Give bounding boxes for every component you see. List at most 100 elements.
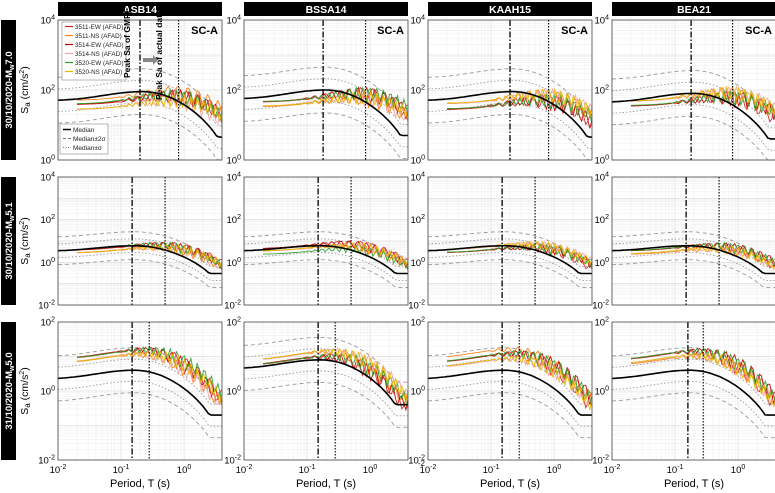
x-tick-label: 10-2 — [604, 464, 621, 476]
median-plus-sigma-line — [611, 358, 775, 405]
y-tick-label: 100 — [595, 155, 610, 167]
y-tick-label: 104 — [41, 172, 56, 184]
median-minus-sigma-line — [243, 370, 408, 417]
subplot-r2-bea21: 10-2 100 102 104 — [592, 172, 775, 312]
median-plus-sigma-line — [57, 358, 222, 405]
median-plus-2sigma-line — [427, 68, 592, 115]
record-line-3520-ns-afad- — [262, 242, 409, 267]
median-minus-2sigma-line — [427, 114, 592, 161]
row-label-bar — [1, 20, 16, 160]
subplot-r3-bssa14: 10-2 100 102 10-2 10-1 100 Period, T (s) — [224, 317, 409, 490]
grid — [611, 322, 775, 461]
stray-tick-label: -2 — [418, 459, 426, 468]
y-tick-label: 100 — [227, 155, 242, 167]
median-line — [57, 369, 222, 416]
median-line — [427, 244, 592, 275]
y-tick-label: 100 — [595, 257, 610, 269]
record-line-3520-ew-afad- — [447, 243, 593, 270]
median-minus-sigma-line — [57, 380, 222, 427]
grid — [57, 177, 223, 306]
row-label-text: 31/10/2020-Mw5.0 — [4, 352, 16, 429]
column-header-bar — [244, 2, 408, 16]
plot-frame — [57, 19, 223, 161]
y-tick-label: 102 — [227, 317, 242, 329]
site-class-label: SC-A — [561, 25, 588, 37]
y-tick-label: 102 — [411, 317, 426, 329]
column-title: BSSA14 — [306, 4, 347, 16]
subplot-r3-asb14: 10-2 100 102 10-2 10-1 100 Period, T (s) — [38, 317, 223, 490]
median-line — [243, 244, 408, 275]
plot-frame — [611, 321, 775, 461]
y-tick-label: 100 — [411, 386, 426, 398]
record-line-3520-ns-afad- — [262, 347, 409, 403]
row-label-3: 31/10/2020-Mw5.0 — [1, 322, 16, 460]
plot-frame — [611, 176, 775, 306]
median-plus-2sigma-line — [611, 70, 775, 117]
legend-records: 3511-EW (AFAD) 3511-NS (AFAD) 3514-EW (AFA… — [61, 21, 127, 81]
y-tick-label: 10-2 — [224, 300, 241, 312]
median-minus-2sigma-line — [611, 115, 775, 161]
column-header-bar — [612, 2, 775, 16]
y-tick-label: 10-2 — [592, 455, 609, 467]
record-line-3514-ns-afad- — [631, 245, 775, 268]
legend-label: 3514-EW (AFAD) — [75, 42, 124, 49]
x-tick-label: 10-1 — [113, 464, 130, 476]
y-tick-label: 10-2 — [408, 455, 425, 467]
y-tick-label: 104 — [41, 15, 56, 27]
x-tick-label: 10-2 — [50, 464, 67, 476]
column-title: KAAH15 — [489, 4, 531, 16]
x-axis-label: Period, T (s) — [296, 478, 356, 490]
record-line-3514-ns-afad- — [446, 354, 593, 407]
y-tick-label: 100 — [41, 257, 56, 269]
annotation-peak-actual: Peak Sa of actual data — [154, 10, 164, 100]
y-tick-label: 100 — [227, 386, 242, 398]
legend-label: Median — [73, 127, 95, 134]
y-tick-label: 10-2 — [224, 455, 241, 467]
column-header-bar — [428, 2, 592, 16]
median-line — [243, 358, 408, 406]
row-label-text: 30/10/2020-Mw7.0 — [4, 51, 16, 128]
median-minus-2sigma-line — [57, 114, 222, 161]
subplot-r2-asb14: 10-2 100 102 104 — [38, 172, 223, 312]
y-tick-label: 102 — [41, 85, 56, 97]
x-axis-label: Period, T (s) — [664, 478, 724, 490]
x-tick-label: 100 — [547, 464, 562, 476]
row-label-bar — [1, 322, 16, 460]
median-minus-sigma-line — [611, 380, 775, 427]
subplot-r3-kaah15: 10-2 100 102 10-2 10-1 100 Period, T (s) — [408, 317, 593, 490]
median-line — [611, 92, 775, 140]
y-tick-label: 102 — [595, 85, 610, 97]
y-tick-label: 100 — [595, 386, 610, 398]
y-tick-label: 10-2 — [408, 300, 425, 312]
legend-label: 3514-NS (AFAD) — [75, 51, 122, 58]
plot-frame — [57, 321, 223, 461]
median-minus-sigma-line — [427, 380, 592, 427]
plot-frame — [243, 176, 409, 306]
subplot-r1-kaah15: 100 102 104 SC-A — [411, 15, 593, 167]
legend-label: 3520-EW (AFAD) — [75, 60, 124, 67]
legend-label: Median±2σ — [73, 136, 106, 143]
x-tick-label: 10-2 — [420, 464, 437, 476]
median-plus-2sigma-line — [57, 68, 222, 115]
y-axis-label: Sa (cm/s2) — [19, 367, 32, 414]
x-tick-label: 100 — [177, 464, 192, 476]
grid — [611, 20, 775, 161]
record-line-3520-ns-afad- — [447, 87, 593, 117]
column-header-asb14: ASB14 — [58, 2, 222, 16]
grid — [427, 322, 593, 461]
plot-frame — [427, 19, 593, 161]
legend-label: Median±σ — [73, 145, 102, 152]
plot-frame — [243, 321, 409, 461]
y-tick-label: 100 — [411, 155, 426, 167]
y-tick-label: 102 — [227, 214, 242, 226]
site-class-label: SC-A — [377, 25, 404, 37]
y-tick-label: 10-2 — [592, 300, 609, 312]
legend-label: 3511-NS (AFAD) — [75, 33, 122, 40]
plot-frame — [611, 19, 775, 161]
record-line-3514-ew-afad- — [446, 350, 593, 405]
record-line-3511-ns-afad- — [77, 85, 223, 116]
median-line — [57, 244, 222, 275]
subplot-r2-bssa14: 10-2 100 102 104 — [224, 172, 409, 312]
legend-box — [61, 21, 127, 81]
x-axis-label: Period, T (s) — [480, 478, 540, 490]
